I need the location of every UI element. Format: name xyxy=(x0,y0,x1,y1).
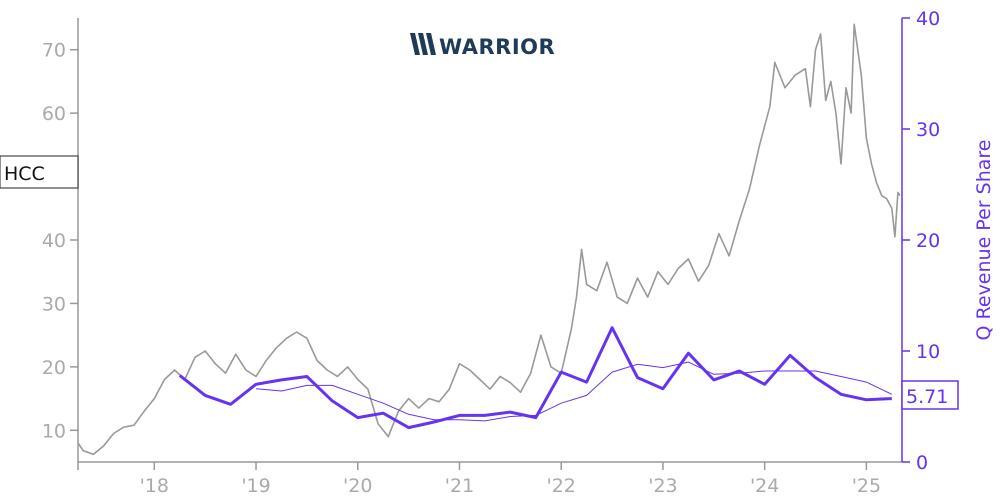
revenue-series-line xyxy=(178,326,892,430)
bottom-tick-label: '19 xyxy=(241,475,270,497)
left-tick-label: 60 xyxy=(42,103,66,125)
right-tick-label: 40 xyxy=(916,8,940,30)
right-axis-ticks: 0 10 20 30 40 xyxy=(902,8,940,474)
right-tick-label: 10 xyxy=(916,341,940,363)
left-tick-label: 40 xyxy=(42,230,66,252)
right-axis-label: Q Revenue Per Share xyxy=(973,140,995,341)
ticker-badge: HCC xyxy=(0,155,79,189)
left-tick-label: 20 xyxy=(42,357,66,379)
left-tick-label: 70 xyxy=(42,40,66,62)
bottom-tick-label: '24 xyxy=(750,475,779,497)
right-tick-label: 20 xyxy=(916,230,940,252)
ticker-label: HCC xyxy=(4,163,45,185)
warrior-logo: WARRIOR xyxy=(410,33,555,59)
bottom-tick-label: '18 xyxy=(140,475,169,497)
price-series-line xyxy=(77,23,901,456)
left-axis-ticks: 10 20 30 40 60 70 xyxy=(42,40,78,442)
last-value-badge: 5.71 xyxy=(901,380,959,410)
revenue-average-series-line xyxy=(255,361,893,422)
last-value-label: 5.71 xyxy=(906,386,948,408)
right-tick-label: 30 xyxy=(916,119,940,141)
series-layer xyxy=(77,23,901,456)
logo-text: WARRIOR xyxy=(439,35,555,59)
left-tick-label: 30 xyxy=(42,293,66,315)
bottom-tick-label: '25 xyxy=(852,475,881,497)
bottom-tick-label: '23 xyxy=(648,475,677,497)
bottom-tick-label: '22 xyxy=(547,475,576,497)
bottom-tick-label: '21 xyxy=(445,475,474,497)
bottom-tick-label: '20 xyxy=(343,475,372,497)
right-tick-label: 0 xyxy=(916,452,928,474)
left-tick-label: 10 xyxy=(42,420,66,442)
warrior-logo-icon xyxy=(410,33,436,55)
bottom-axis-ticks: '18 '19 '20 '21 '22 '23 '24 '25 xyxy=(77,462,881,497)
